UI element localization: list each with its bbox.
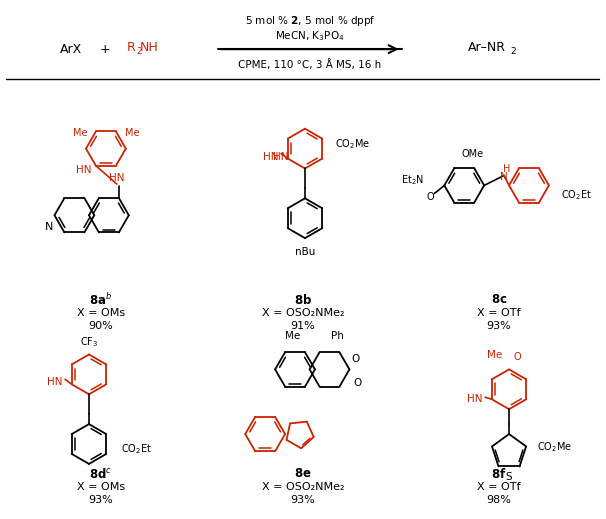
Text: Me: Me [285, 331, 301, 340]
Text: X = OSO₂NMe₂: X = OSO₂NMe₂ [262, 308, 344, 318]
Text: X = OMs: X = OMs [77, 482, 125, 492]
Text: X = OTf: X = OTf [478, 308, 521, 318]
Text: Ph: Ph [331, 331, 344, 340]
Text: H: H [504, 165, 511, 174]
Text: 2: 2 [136, 47, 142, 56]
Text: CO$_2$Me: CO$_2$Me [335, 136, 370, 151]
Text: CO$_2$Et: CO$_2$Et [561, 188, 592, 202]
Text: O: O [513, 352, 521, 362]
Text: O: O [351, 354, 359, 364]
Text: R: R [127, 40, 135, 53]
Text: 91%: 91% [291, 321, 315, 331]
Text: Ar–NR: Ar–NR [468, 40, 506, 53]
Text: 93%: 93% [291, 495, 315, 504]
Text: 2: 2 [510, 47, 516, 56]
Text: CO$_2$Et: CO$_2$Et [121, 442, 152, 456]
Text: $\bf{8e}$: $\bf{8e}$ [295, 467, 311, 481]
Text: X = OMs: X = OMs [77, 308, 125, 318]
Text: ArX: ArX [60, 43, 82, 56]
Text: N: N [45, 222, 54, 232]
Text: +: + [99, 43, 110, 56]
Text: 5 mol % $\bf{2}$, 5 mol % dppf: 5 mol % $\bf{2}$, 5 mol % dppf [245, 15, 375, 28]
Text: Me: Me [487, 350, 503, 361]
Text: O: O [353, 378, 362, 388]
Text: $\bf{8f}$: $\bf{8f}$ [491, 467, 507, 481]
Text: $\bf{8c}$: $\bf{8c}$ [491, 293, 507, 306]
Text: CF$_3$: CF$_3$ [80, 336, 98, 349]
Text: HN: HN [76, 166, 92, 175]
Text: X = OSO₂NMe₂: X = OSO₂NMe₂ [262, 482, 344, 492]
Text: HN: HN [264, 152, 279, 161]
Text: $\bf{8d}$$^c$: $\bf{8d}$$^c$ [89, 467, 113, 481]
Text: O: O [427, 193, 435, 202]
Text: HN: HN [47, 377, 63, 387]
Text: S: S [506, 472, 512, 482]
Text: HN: HN [273, 152, 289, 161]
Text: 98%: 98% [487, 495, 511, 504]
Text: CPME, 110 °C, 3 Å MS, 16 h: CPME, 110 °C, 3 Å MS, 16 h [238, 59, 382, 70]
Text: nBu: nBu [295, 247, 315, 257]
Text: 93%: 93% [487, 321, 511, 331]
Text: $\bf{8b}$: $\bf{8b}$ [294, 293, 312, 307]
Text: HN: HN [109, 173, 125, 183]
Text: NH: NH [139, 40, 158, 53]
Text: 93%: 93% [88, 495, 113, 504]
Text: Et$_2$N: Et$_2$N [401, 173, 424, 187]
Text: OMe: OMe [461, 148, 483, 159]
Text: $\bf{8a}$$^b$: $\bf{8a}$$^b$ [90, 292, 113, 308]
Text: Me: Me [125, 128, 139, 138]
Text: Me: Me [73, 128, 87, 138]
Text: 90%: 90% [88, 321, 113, 331]
Text: X = OTf: X = OTf [478, 482, 521, 492]
Text: N: N [500, 172, 508, 183]
Text: CO$_2$Me: CO$_2$Me [538, 440, 573, 454]
Text: MeCN, K$_3$PO$_4$: MeCN, K$_3$PO$_4$ [275, 29, 345, 43]
Text: HN: HN [467, 394, 483, 404]
